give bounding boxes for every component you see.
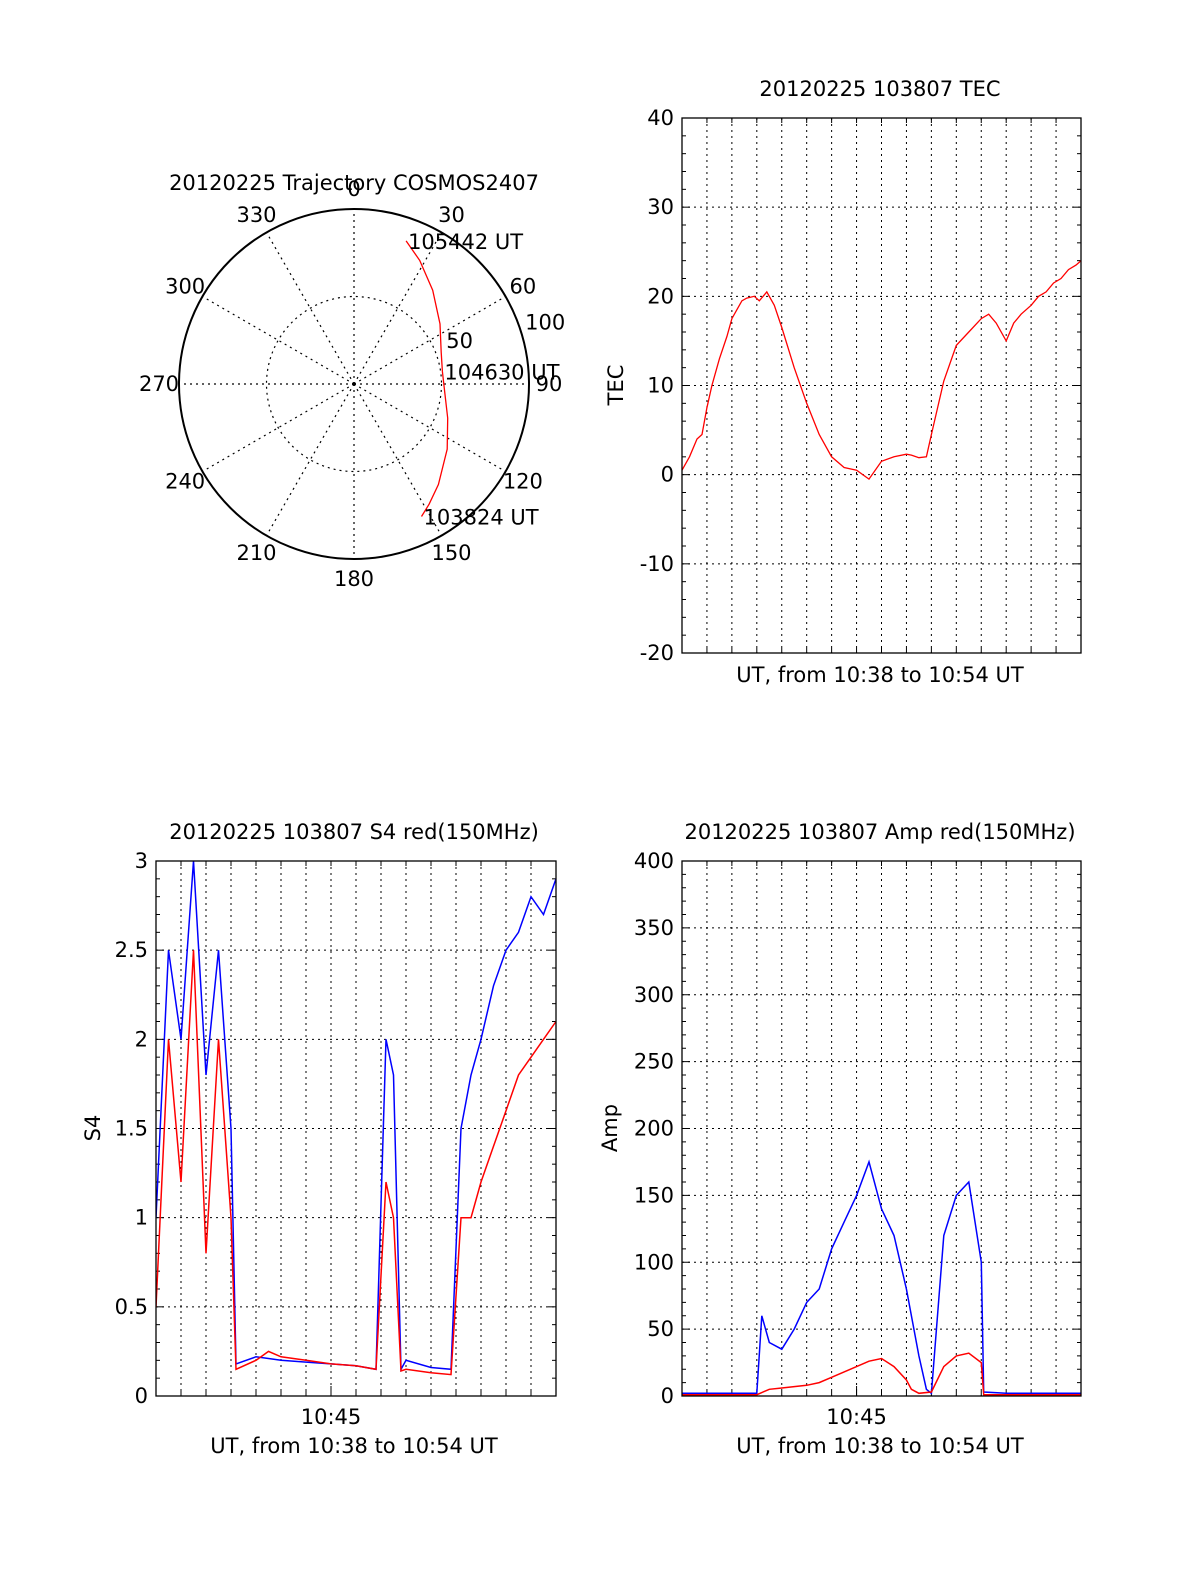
x-tick-label: 10:45 (301, 1405, 362, 1429)
plot-frame (681, 117, 1082, 654)
y-tick-label: 40 (647, 106, 674, 130)
series-line-0 (682, 1159, 1081, 1395)
plot-frame (681, 860, 1082, 1397)
tec-plot-area: -20 -10 0 10 20 30 40 (640, 106, 1082, 665)
y-tick-label: 150 (634, 1183, 674, 1207)
polar-angle-label: 300 (165, 275, 205, 299)
polar-angle-label: 90 (536, 372, 563, 396)
s4-ylabel: S4 (81, 1115, 105, 1142)
x-tick-label: 10:45 (826, 1405, 887, 1429)
series-line-0 (682, 260, 1081, 481)
tec-xlabel: UT, from 10:38 to 10:54 UT (736, 663, 1024, 687)
y-tick-label: 300 (634, 983, 674, 1007)
polar-time-annotation: 105442 UT (408, 230, 523, 254)
polar-angle-label: 240 (165, 470, 205, 494)
trajectory-polar-panel: 20120225 Trajectory COSMOS2407 0 30 60 90 12… (139, 171, 565, 591)
y-tick-label: 1 (135, 1206, 148, 1230)
polar-angle-label: 210 (236, 541, 276, 565)
polar-radial-label: 50 (446, 329, 473, 353)
amp-xlabel: UT, from 10:38 to 10:54 UT (736, 1434, 1024, 1458)
y-tick-label: 20 (647, 284, 674, 308)
y-tick-label: 50 (647, 1317, 674, 1341)
plot-frame (155, 860, 557, 1397)
y-tick-label: 0 (661, 1384, 674, 1408)
polar-angle-label: 270 (139, 372, 179, 396)
tec-title: 20120225 103807 TEC (759, 77, 1000, 101)
series-line-0 (156, 861, 556, 1373)
polar-inner-ring (265, 295, 443, 473)
y-tick-label: 200 (634, 1117, 674, 1141)
y-tick-label: -20 (640, 641, 674, 665)
amp-title: 20120225 103807 Amp red(150MHz) (684, 820, 1075, 844)
s4-panel: 20120225 103807 S4 red(150MHz) S4 UT, fr… (81, 820, 557, 1458)
y-tick-label: 0.5 (115, 1295, 148, 1319)
polar-trajectory-line (405, 240, 449, 517)
polar-spoke (202, 295, 355, 385)
amp-panel: 20120225 103807 Amp red(150MHz) Amp UT, … (598, 820, 1082, 1458)
polar-angle-label: 60 (510, 275, 537, 299)
polar-angle-label: 150 (431, 541, 471, 565)
y-tick-label: 0 (135, 1384, 148, 1408)
y-tick-label: 1.5 (115, 1117, 148, 1141)
series-line-1 (682, 1352, 1081, 1396)
y-tick-label: 2 (135, 1027, 148, 1051)
s4-plot-area: 0 0.5 1 1.5 2 2.5 3 10:45 (115, 849, 557, 1429)
y-tick-label: 350 (634, 916, 674, 940)
polar-radial-label: 100 (525, 311, 565, 335)
polar-time-annotation: 104630 UT (444, 361, 559, 385)
polar-spoke (353, 383, 443, 536)
s4-title: 20120225 103807 S4 red(150MHz) (169, 820, 539, 844)
y-tick-label: 3 (135, 849, 148, 873)
tec-panel: 20120225 103807 TEC TEC UT, from 10:38 t… (604, 77, 1082, 687)
polar-spoke (265, 232, 355, 385)
polar-angle-label: 330 (236, 203, 276, 227)
s4-xlabel: UT, from 10:38 to 10:54 UT (210, 1434, 498, 1458)
polar-time-annotation: 103824 UT (424, 506, 539, 530)
y-tick-label: 30 (647, 195, 674, 219)
polar-spoke (265, 383, 355, 536)
y-tick-label: 2.5 (115, 938, 148, 962)
y-tick-label: 400 (634, 849, 674, 873)
amp-ylabel: Amp (598, 1104, 622, 1152)
y-tick-label: 10 (647, 374, 674, 398)
amp-plot-area: 0 50 100 150 200 250 300 350 400 10:45 (634, 849, 1082, 1429)
series-line-1 (156, 950, 556, 1376)
polar-angle-label: 30 (438, 203, 465, 227)
polar-spoke (202, 383, 355, 473)
polar-title: 20120225 Trajectory COSMOS2407 (169, 171, 539, 195)
y-tick-label: 0 (661, 463, 674, 487)
polar-plot: 0 30 60 90 120 150 180 210 240 270 300 330 50 100 1054… (139, 177, 565, 591)
tec-ylabel: TEC (604, 365, 628, 407)
polar-angle-label: 120 (503, 470, 543, 494)
polar-spoke (353, 383, 506, 473)
y-tick-label: -10 (640, 552, 674, 576)
polar-spoke (353, 295, 506, 385)
y-tick-label: 100 (634, 1250, 674, 1274)
y-tick-label: 250 (634, 1050, 674, 1074)
polar-angle-label: 180 (334, 567, 374, 591)
polar-angle-label: 0 (347, 177, 360, 201)
polar-spoke (353, 232, 443, 385)
